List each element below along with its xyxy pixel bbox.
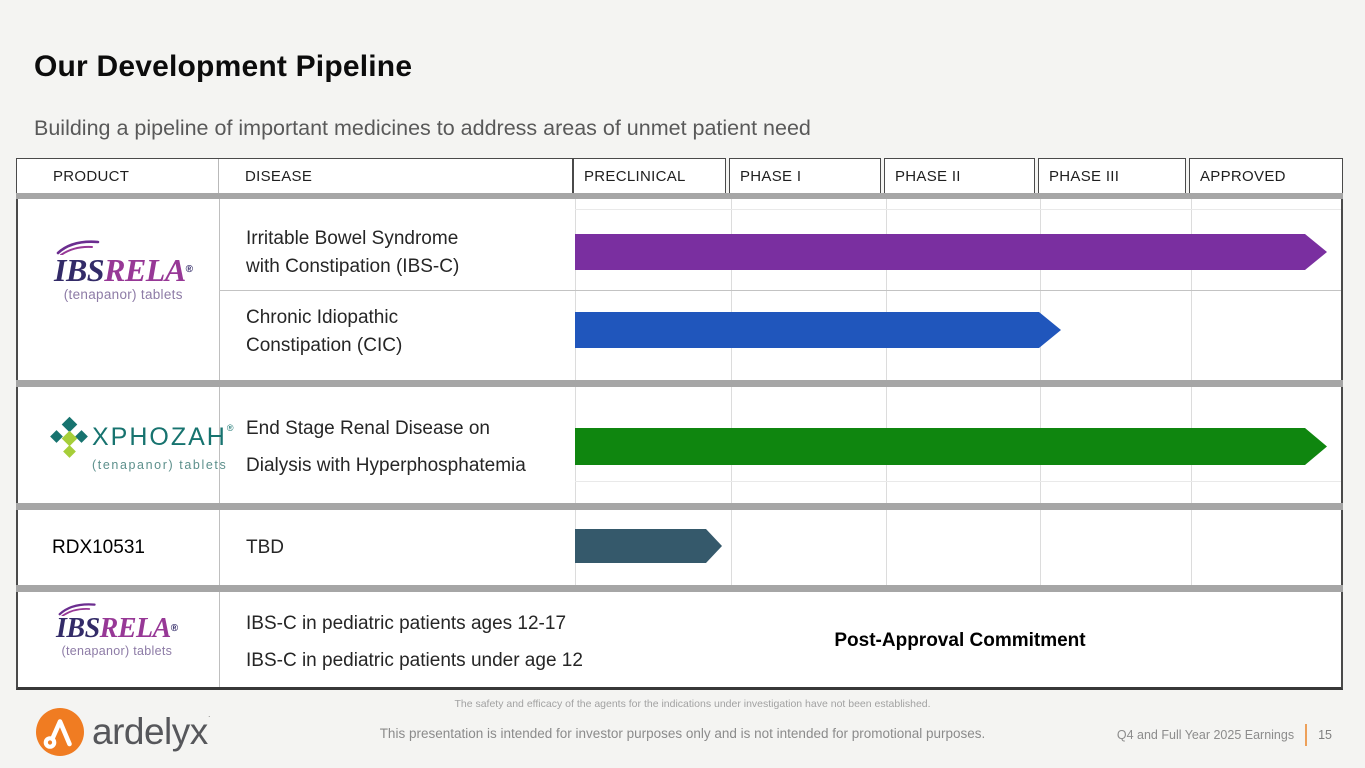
- column-gridline: [1040, 199, 1041, 380]
- column-header-disease: DISEASE: [245, 167, 313, 185]
- deck-name-label: Q4 and Full Year 2025 Earnings: [1116, 728, 1295, 742]
- ardelyx-logo: ardelyx·: [36, 708, 211, 756]
- column-gridline: [1040, 510, 1041, 585]
- disclaimer-note: This presentation is intended for invest…: [379, 726, 986, 741]
- pipeline-table: IBSRELA® (tenapanor) tablets Irritable B…: [16, 193, 1343, 690]
- page-title: Our Development Pipeline: [34, 50, 413, 83]
- column-gridline: [886, 199, 887, 380]
- column-gridline: [1191, 510, 1192, 585]
- table-row-ibsrela: IBSRELA® (tenapanor) tablets Irritable B…: [18, 199, 1341, 380]
- pipeline-arrow-cic: [575, 312, 1061, 348]
- row-divider: [16, 193, 1343, 199]
- row-divider: [16, 380, 1343, 387]
- pipeline-arrow-esrd: [575, 428, 1327, 465]
- column-gridline: [731, 199, 732, 380]
- ibsrela-sub-label: (tenapanor) tablets: [63, 287, 183, 302]
- column-gridline: [219, 387, 220, 503]
- ibsrela-logo: IBSRELA® (tenapanor) tablets: [54, 239, 193, 302]
- header-divider: [218, 159, 219, 193]
- ardelyx-wordmark: ardelyx·: [92, 711, 211, 752]
- column-header-product: PRODUCT: [53, 167, 130, 185]
- row-divider: [16, 503, 1343, 510]
- row-hairline: [575, 481, 1341, 482]
- post-approval-commitment-label: Post-Approval Commitment: [834, 630, 1086, 651]
- column-gridline: [1191, 199, 1192, 380]
- column-header-phase1: PHASE I: [729, 158, 881, 194]
- safety-note: The safety and efficacy of the agents fo…: [454, 698, 931, 710]
- disease-label: IBS-C in pediatric patients ages 12-17 I…: [246, 613, 583, 671]
- column-header-phase2: PHASE II: [884, 158, 1035, 194]
- row-divider: [16, 585, 1343, 592]
- column-header-phase3: PHASE III: [1038, 158, 1186, 194]
- column-gridline: [886, 510, 887, 585]
- xphozah-diamond-icon: [50, 416, 88, 458]
- table-row-xphozah: XPHOZAH® (tenapanor) tablets End Stage R…: [18, 387, 1341, 503]
- ibsrela-swoosh-icon: [58, 603, 96, 616]
- footer-right: Q4 and Full Year 2025 Earnings 15: [1117, 724, 1332, 746]
- column-gridline: [219, 592, 220, 687]
- page-number: 15: [1318, 728, 1332, 742]
- table-row-ibsrela-pediatric: IBSRELA® (tenapanor) tablets IBS-C in pe…: [18, 592, 1341, 687]
- xphozah-sub-label: (tenapanor) tablets: [92, 458, 228, 472]
- table-header-left: PRODUCT DISEASE: [16, 158, 573, 194]
- column-gridline: [731, 510, 732, 585]
- ibsrela-wordmark: IBSRELA®: [54, 252, 193, 288]
- disease-label: TBD: [246, 537, 284, 558]
- rdx10531-label: RDX10531: [52, 537, 145, 558]
- disease-label: Irritable Bowel Syndrome with Constipati…: [246, 228, 460, 277]
- subrow-divider: [219, 290, 1341, 291]
- column-header-approved: APPROVED: [1189, 158, 1343, 194]
- disease-label: End Stage Renal Disease on Dialysis with…: [246, 418, 526, 476]
- table-row-rdx10531: RDX10531 TBD: [18, 510, 1341, 585]
- ibsrela-wordmark: IBSRELA®: [56, 613, 178, 644]
- ardelyx-logo-icon: [36, 708, 84, 756]
- pipeline-arrow-ibsc: [575, 234, 1327, 270]
- row-hairline: [575, 209, 1341, 210]
- ibsrela-swoosh-icon: [56, 240, 100, 255]
- column-header-preclinical: PRECLINICAL: [573, 158, 726, 194]
- column-gridline: [219, 510, 220, 585]
- xphozah-logo: XPHOZAH® (tenapanor) tablets: [50, 416, 236, 472]
- disease-label: Chronic Idiopathic Constipation (CIC): [246, 307, 403, 356]
- ibsrela-logo: IBSRELA® (tenapanor) tablets: [56, 602, 178, 658]
- footer-divider: [1305, 724, 1308, 746]
- column-gridline: [575, 199, 576, 380]
- page-subtitle: Building a pipeline of important medicin…: [34, 116, 811, 140]
- xphozah-wordmark: XPHOZAH®: [92, 422, 236, 451]
- pipeline-arrow-tbd: [575, 529, 722, 563]
- ibsrela-sub-label: (tenapanor) tablets: [61, 644, 173, 658]
- column-gridline: [219, 199, 220, 380]
